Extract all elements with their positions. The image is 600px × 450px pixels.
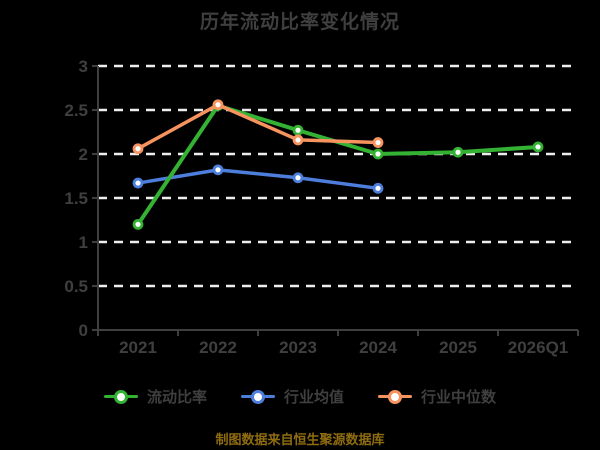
y-tick-label: 1.5 <box>64 189 88 208</box>
data-point-industry-mean <box>132 177 144 189</box>
data-point-industry-mean <box>372 182 384 194</box>
legend-dot-icon <box>113 389 128 404</box>
legend-dot-icon <box>250 389 265 404</box>
x-tick-label: 2022 <box>199 338 237 357</box>
legend-marker-current-ratio-icon <box>103 389 138 404</box>
y-tick-label: 0.5 <box>64 277 88 296</box>
series-line-industry-median <box>137 102 379 151</box>
data-point-industry-mean <box>292 172 304 184</box>
legend-item-current-ratio: 流动比率 <box>103 386 207 407</box>
y-tick-label: 2.5 <box>64 101 88 120</box>
data-point-industry-median <box>372 137 384 148</box>
data-point-current-ratio <box>452 146 464 158</box>
y-tick-label: 1 <box>79 233 88 252</box>
legend-label-industry-median: 行业中位数 <box>421 389 497 406</box>
legend-marker-industry-median-icon <box>378 389 412 404</box>
x-tick-label: 2024 <box>359 338 397 357</box>
legend-label-industry-mean: 行业均值 <box>283 389 344 406</box>
data-point-industry-mean <box>212 164 224 176</box>
data-point-current-ratio <box>292 124 304 136</box>
data-source-note: 制图数据来自恒生聚源数据库 <box>215 432 385 447</box>
chart-legend: 流动比率 行业均值 行业中位数 <box>0 386 600 407</box>
legend-label-current-ratio: 流动比率 <box>146 389 207 406</box>
x-tick-label: 2026Q1 <box>508 338 569 357</box>
series-line-current-ratio <box>136 103 539 226</box>
x-tick-label: 2021 <box>119 338 157 357</box>
data-point-current-ratio <box>132 218 144 230</box>
data-point-industry-median <box>212 99 224 111</box>
data-point-current-ratio <box>372 148 384 160</box>
data-point-current-ratio <box>532 141 544 153</box>
x-tick-label: 2023 <box>279 338 317 357</box>
legend-item-industry-median: 行业中位数 <box>378 386 496 407</box>
legend-item-industry-mean: 行业均值 <box>240 386 344 407</box>
data-point-industry-median <box>132 143 144 155</box>
legend-dot-icon <box>388 389 402 404</box>
x-tick-label: 2025 <box>439 338 477 357</box>
chart-title: 历年流动比率变化情况 <box>199 12 400 33</box>
series-line-industry-mean <box>137 168 379 191</box>
y-tick-label: 2 <box>79 145 88 164</box>
legend-marker-industry-mean-icon <box>240 389 275 404</box>
y-tick-label: 0 <box>79 321 88 340</box>
data-point-industry-median <box>292 134 304 146</box>
y-tick-label: 3 <box>79 57 88 76</box>
